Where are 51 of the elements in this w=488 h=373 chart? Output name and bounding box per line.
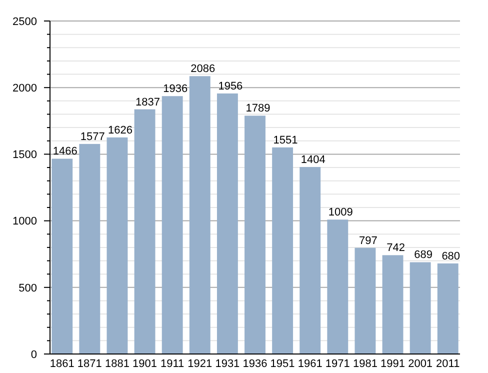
- data-label: 1466: [52, 146, 78, 158]
- bar: [244, 116, 266, 354]
- x-tick-label: 1901: [132, 358, 158, 370]
- bar: [354, 248, 376, 354]
- x-tick-label: 2011: [436, 358, 460, 370]
- x-tick-label: 1981: [352, 358, 378, 370]
- x-tick-label: 1861: [50, 358, 74, 370]
- data-label: 1577: [80, 130, 105, 143]
- data-label: 742: [386, 242, 405, 254]
- y-tick-label: 2000: [12, 82, 37, 94]
- x-tick-label: 1961: [298, 358, 322, 370]
- bar: [272, 147, 294, 354]
- bar: [382, 255, 404, 354]
- data-label: 680: [442, 250, 460, 262]
- data-label: 1789: [246, 102, 270, 115]
- x-tick-label: 1871: [77, 358, 102, 370]
- x-tick-label: 1911: [160, 358, 184, 370]
- bar: [410, 262, 431, 354]
- data-label: 1551: [273, 134, 298, 146]
- x-tick-label: 1881: [104, 358, 130, 370]
- bar: [216, 93, 238, 354]
- bar: [52, 158, 73, 354]
- bar: [162, 96, 183, 354]
- data-label: 1956: [218, 80, 243, 92]
- data-label: 2086: [190, 63, 216, 76]
- bar: [79, 144, 100, 354]
- y-tick-label: 1000: [12, 216, 37, 228]
- x-tick-label: 1931: [215, 358, 240, 370]
- x-tick-label: 1971: [325, 358, 350, 370]
- bar: [300, 166, 321, 354]
- x-tick-label: 1936: [242, 358, 268, 370]
- bar: [134, 109, 156, 354]
- y-tick-label: 2500: [12, 16, 37, 28]
- x-tick-label: 1951: [270, 358, 295, 370]
- bar: [189, 76, 210, 354]
- bar: [106, 137, 128, 354]
- bar: [437, 263, 458, 354]
- y-tick-label: 0: [30, 348, 37, 361]
- bar: [327, 220, 348, 354]
- x-tick-label: 2001: [408, 358, 433, 370]
- data-label: 1837: [136, 96, 160, 108]
- data-label: 689: [414, 249, 432, 262]
- data-label: 1936: [163, 83, 188, 96]
- data-label: 1404: [300, 154, 326, 166]
- y-tick-label: 1500: [12, 149, 37, 162]
- data-label: 797: [359, 234, 378, 247]
- x-tick-label: 1921: [188, 358, 212, 370]
- y-tick-label: 500: [18, 282, 37, 294]
- data-label: 1009: [328, 206, 353, 219]
- data-label: 1626: [108, 124, 132, 136]
- x-tick-label: 1991: [380, 358, 406, 370]
